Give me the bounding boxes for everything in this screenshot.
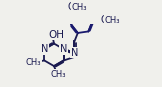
Text: CH₃: CH₃ [72,3,87,12]
Text: CH₃: CH₃ [26,58,41,67]
Text: CH₃: CH₃ [104,16,120,25]
Text: O: O [68,2,75,12]
Text: OH: OH [48,30,64,40]
Text: N: N [60,44,67,54]
Text: N: N [40,44,48,54]
Text: N: N [71,48,78,58]
Text: CH₃: CH₃ [51,70,66,79]
Text: O: O [100,15,108,25]
